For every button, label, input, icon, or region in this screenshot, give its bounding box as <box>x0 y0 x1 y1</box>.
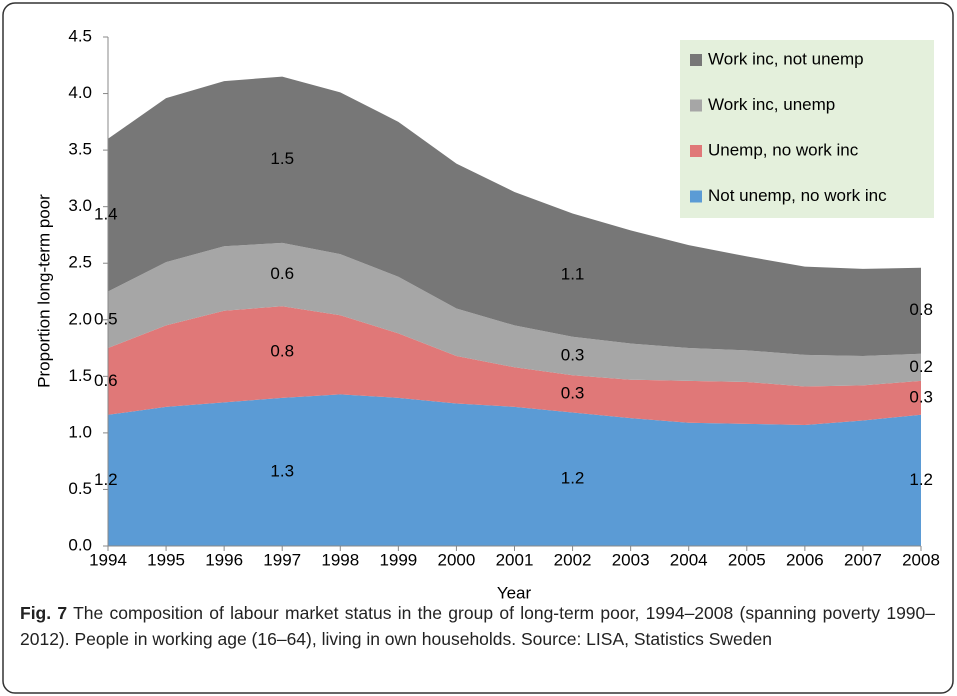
y-tick-label: 0.5 <box>68 479 92 498</box>
y-tick-label: 0.0 <box>68 535 92 554</box>
legend-swatch <box>690 145 702 157</box>
x-tick-label: 2003 <box>612 550 650 569</box>
data-label: 0.6 <box>94 371 118 390</box>
y-tick-label: 1.5 <box>68 366 92 385</box>
data-label: 1.4 <box>94 205 118 224</box>
data-label: 0.8 <box>270 341 294 360</box>
data-label: 1.2 <box>909 470 933 489</box>
legend-box <box>680 40 934 218</box>
data-label: 0.6 <box>270 264 294 283</box>
data-label: 1.3 <box>270 461 294 480</box>
y-tick-label: 4.0 <box>68 83 92 102</box>
x-tick-label: 2005 <box>728 550 766 569</box>
y-axis-title: Proportion long-term poor <box>34 194 53 388</box>
x-tick-label: 1994 <box>89 550 127 569</box>
x-tick-label: 1999 <box>379 550 417 569</box>
y-tick-label: 4.5 <box>68 26 92 45</box>
x-tick-label: 1996 <box>205 550 243 569</box>
data-label: 1.2 <box>561 469 585 488</box>
y-tick-label: 3.5 <box>68 140 92 159</box>
legend-label: Not unemp, no work inc <box>708 186 887 205</box>
area <box>108 306 921 425</box>
data-label: 0.2 <box>909 357 933 376</box>
legend-label: Unemp, no work inc <box>708 140 859 159</box>
data-label: 1.1 <box>561 265 585 284</box>
legend-swatch <box>690 190 702 203</box>
y-tick-label: 2.5 <box>68 253 92 272</box>
legend-label: Work inc, not unemp <box>708 49 864 68</box>
y-tick-label: 2.0 <box>68 309 92 328</box>
y-tick-label: 1.0 <box>68 422 92 441</box>
data-label: 1.5 <box>270 149 294 168</box>
caption-label: Fig. 7 <box>20 603 68 623</box>
caption-text: The composition of labour market status … <box>20 603 936 649</box>
x-tick-label: 2001 <box>496 550 534 569</box>
y-tick-label: 3.0 <box>68 196 92 215</box>
area <box>108 394 921 546</box>
data-label: 0.3 <box>561 383 585 402</box>
caption: Fig. 7 The composition of labour market … <box>20 600 935 652</box>
area <box>108 76 921 356</box>
x-tick-label: 2008 <box>902 550 940 569</box>
legend-swatch <box>690 54 702 66</box>
data-label: 0.3 <box>909 387 933 406</box>
legend-label: Work inc, unemp <box>708 95 835 114</box>
x-tick-label: 2006 <box>786 550 824 569</box>
x-tick-label: 1998 <box>321 550 359 569</box>
x-tick-label: 2007 <box>844 550 882 569</box>
data-label: 1.2 <box>94 470 118 489</box>
x-tick-label: 1995 <box>147 550 185 569</box>
area <box>108 242 921 387</box>
x-tick-label: 2004 <box>670 550 708 569</box>
data-label: 0.5 <box>94 309 118 328</box>
x-tick-label: 1997 <box>263 550 301 569</box>
legend-swatch <box>690 99 702 112</box>
areas <box>108 76 921 546</box>
data-label: 0.3 <box>561 345 585 364</box>
x-tick-label: 2002 <box>554 550 592 569</box>
data-label: 0.8 <box>909 300 933 319</box>
x-tick-label: 2000 <box>438 550 476 569</box>
x-axis-title: Year <box>497 583 532 602</box>
